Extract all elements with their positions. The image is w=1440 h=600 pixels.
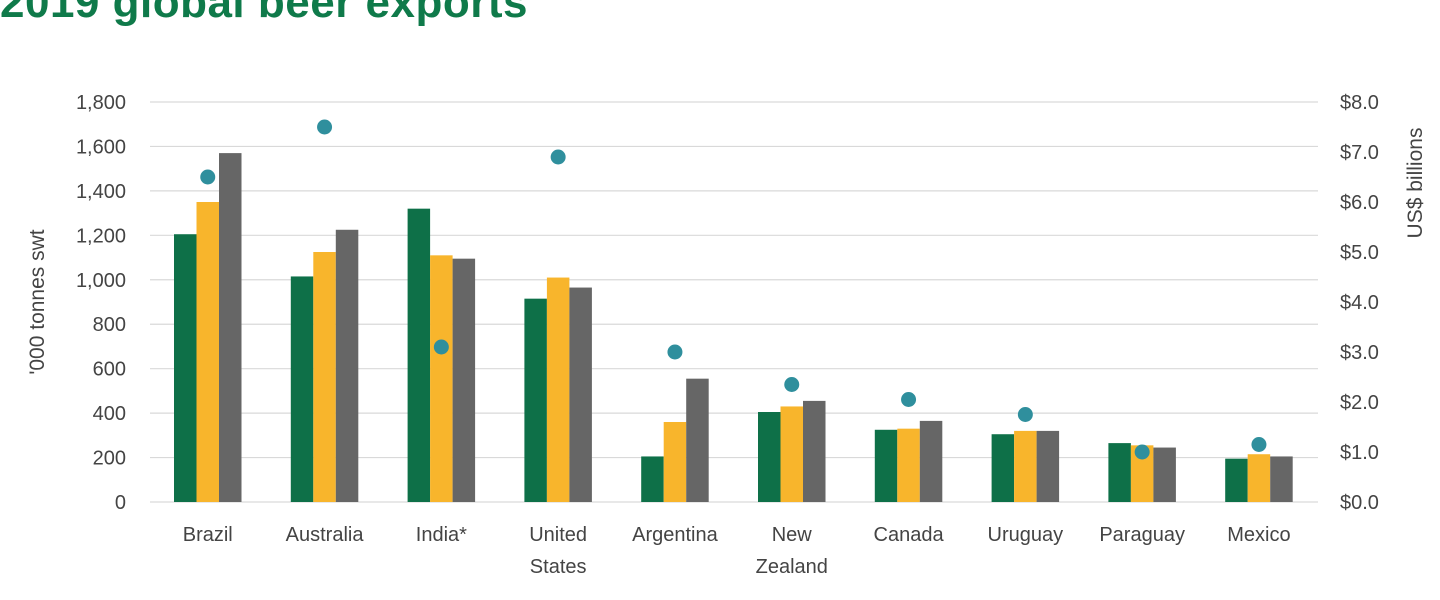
- point-united-states: [550, 149, 566, 165]
- bar-mexico-0: [1225, 458, 1248, 502]
- bar-uruguay-1: [1014, 430, 1037, 502]
- left-tick-label: 1,200: [76, 225, 126, 247]
- category-label: New Zealand: [756, 524, 828, 578]
- right-tick-label: $5.0: [1340, 242, 1379, 264]
- bar-mexico-2: [1270, 456, 1293, 502]
- point-argentina: [667, 344, 683, 360]
- point-canada: [901, 392, 917, 407]
- bar-india--1: [430, 255, 453, 502]
- point-india-: [433, 339, 449, 355]
- left-tick-label: 400: [93, 403, 126, 425]
- point-australia: [317, 119, 333, 135]
- category-label: Australia: [286, 524, 365, 546]
- left-tick-label: 200: [93, 448, 126, 470]
- category-label: Paraguay: [1099, 524, 1185, 546]
- bar-india--0: [407, 208, 431, 502]
- left-tick-label: 1,000: [76, 270, 126, 292]
- bar-united-states-2: [569, 287, 592, 502]
- category-label: Brazil: [183, 524, 233, 546]
- bar-new-zealand-0: [758, 412, 781, 502]
- bars: [174, 153, 1293, 502]
- right-tick-label: $8.0: [1340, 92, 1379, 114]
- bar-argentina-2: [686, 378, 709, 502]
- category-label: India*: [416, 524, 467, 546]
- bar-brazil-1: [196, 202, 219, 502]
- chart-title: 2019 global beer exports: [0, 0, 528, 27]
- category-label: United States: [529, 524, 587, 578]
- right-tick-label: $7.0: [1340, 142, 1379, 164]
- category-label: Argentina: [632, 524, 718, 546]
- bar-brazil-2: [219, 153, 242, 502]
- left-tick-label: 1,400: [76, 181, 126, 203]
- right-axis-title: US$ billions: [1404, 128, 1427, 239]
- bar-canada-0: [874, 429, 898, 502]
- bar-uruguay-2: [1036, 430, 1060, 502]
- category-label: Uruguay: [988, 524, 1064, 546]
- bar-india--2: [452, 258, 476, 502]
- bar-paraguay-2: [1153, 447, 1176, 502]
- right-axis-ticks: $0.0 $1.0 $2.0 $3.0 $4.0 $5.0 $6.0 $7.0 $8.0: [1340, 92, 1379, 514]
- left-tick-label: 800: [93, 314, 126, 336]
- right-tick-label: $6.0: [1340, 192, 1379, 214]
- category-label: Mexico: [1227, 524, 1290, 546]
- left-tick-label: 0: [115, 492, 126, 514]
- category-labels: Brazil Australia India* United States Argenti…: [183, 524, 1291, 578]
- left-tick-label: 1,600: [76, 136, 126, 158]
- left-tick-label: 1,800: [76, 92, 126, 114]
- point-brazil: [200, 169, 216, 185]
- bar-uruguay-0: [991, 434, 1015, 502]
- bar-canada-1: [897, 428, 920, 502]
- point-paraguay: [1134, 444, 1150, 460]
- bar-new-zealand-2: [803, 400, 826, 502]
- bar-paraguay-1: [1130, 445, 1154, 502]
- right-tick-label: $0.0: [1340, 492, 1379, 514]
- right-tick-label: $4.0: [1340, 292, 1379, 314]
- bar-australia-0: [290, 276, 314, 502]
- bar-australia-2: [335, 229, 359, 502]
- bar-canada-2: [919, 420, 943, 502]
- bar-australia-1: [313, 252, 336, 502]
- bar-united-states-1: [546, 277, 570, 502]
- right-tick-label: $3.0: [1340, 342, 1379, 364]
- bar-argentina-1: [663, 422, 687, 502]
- right-tick-label: $2.0: [1340, 392, 1379, 414]
- left-tick-label: 600: [93, 359, 126, 381]
- bar-paraguay-0: [1108, 443, 1131, 502]
- bar-mexico-1: [1247, 454, 1271, 502]
- point-uruguay: [1017, 407, 1033, 422]
- value-points: [200, 119, 1267, 460]
- bar-new-zealand-1: [780, 406, 803, 502]
- category-label: Canada: [874, 524, 945, 546]
- bar-united-states-0: [524, 298, 547, 502]
- left-axis-title: '000 tonnes swt: [26, 229, 49, 374]
- point-new-zealand: [784, 377, 800, 392]
- point-mexico: [1251, 437, 1267, 452]
- bar-argentina-0: [641, 456, 664, 502]
- bar-brazil-0: [174, 234, 197, 502]
- right-tick-label: $1.0: [1340, 442, 1379, 464]
- left-axis-ticks: 0 200 400 600 800 1,000 1,200 1,400 1,600 1,800: [76, 92, 126, 514]
